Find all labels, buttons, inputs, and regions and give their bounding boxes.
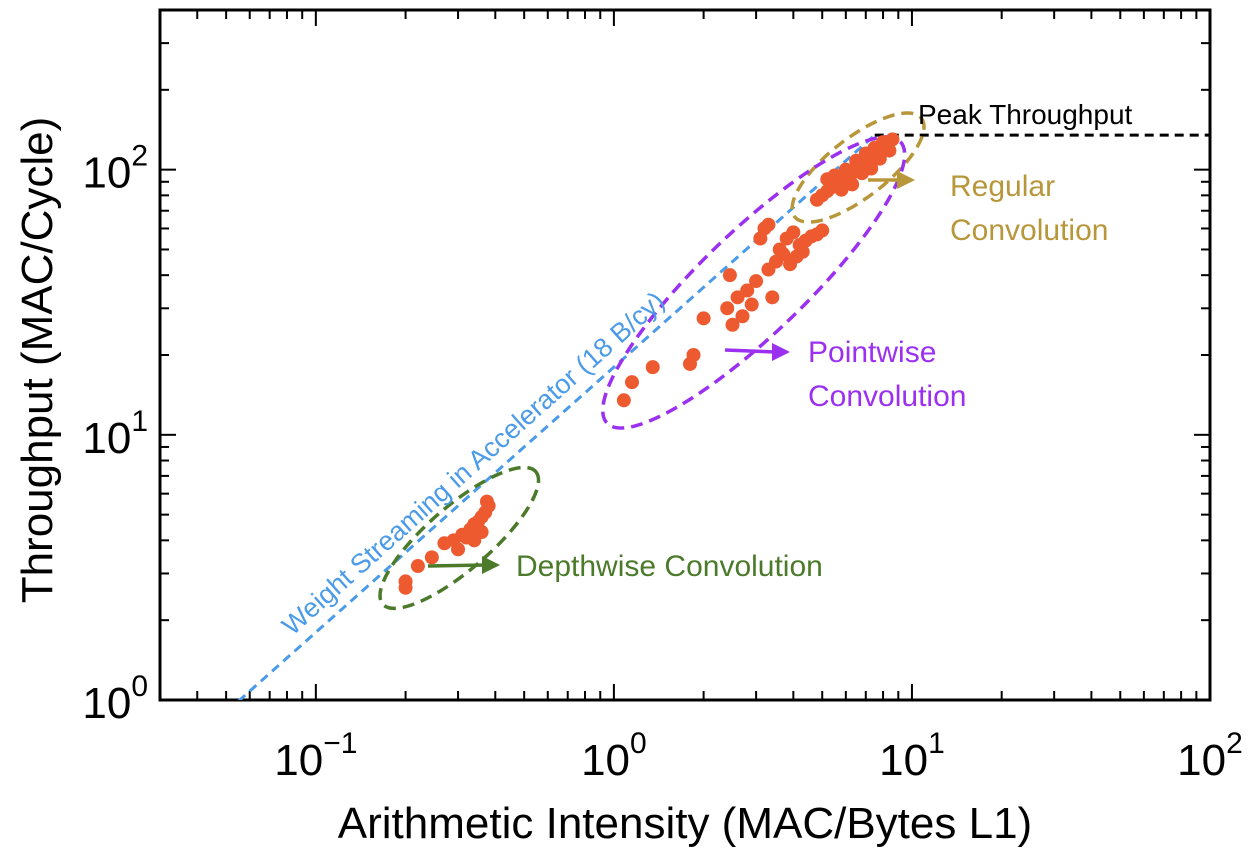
data-point	[410, 559, 425, 574]
data-point	[761, 217, 776, 232]
data-point	[815, 223, 830, 238]
data-point	[624, 375, 639, 390]
x-tick-label: 102	[1177, 727, 1243, 785]
group-labels: Regular Convolution Pointwise Convolution De…	[427, 170, 1108, 583]
x-tick-label: 100	[581, 727, 647, 785]
data-point	[783, 257, 798, 272]
x-axis-label: Arithmetic Intensity (MAC/Bytes L1)	[338, 799, 1032, 848]
data-point	[645, 360, 660, 375]
data-point	[765, 290, 780, 305]
group-arrow-shaft	[724, 348, 777, 354]
group-ellipses	[378, 111, 926, 611]
data-point	[827, 168, 842, 183]
group-label: Convolution	[808, 380, 966, 413]
data-point	[882, 143, 897, 158]
x-tick-label: 101	[879, 727, 945, 785]
y-tick-label: 101	[82, 405, 148, 463]
data-point	[761, 262, 776, 277]
data-point	[474, 525, 489, 540]
axis-ticks: 10−1 100 101 102 100 101 102	[82, 9, 1243, 785]
y-tick-label: 102	[82, 140, 148, 198]
group-ellipse	[790, 111, 926, 224]
data-point	[398, 574, 413, 589]
data-point	[479, 494, 494, 509]
data-point	[451, 542, 466, 557]
data-point	[744, 297, 759, 312]
data-point	[735, 309, 750, 324]
group-arrow-shaft	[427, 563, 487, 568]
data-point	[720, 301, 735, 316]
data-point	[864, 161, 879, 176]
group-label: Regular	[950, 170, 1055, 203]
data-point	[696, 311, 711, 326]
group-label: Pointwise	[808, 336, 936, 369]
plot-frame	[158, 8, 1212, 702]
data-point	[834, 182, 849, 197]
data-point	[872, 151, 887, 166]
data-point	[786, 225, 801, 240]
group-label: Convolution	[950, 214, 1108, 247]
data-point	[740, 283, 755, 298]
y-axis-label: Throughput (MAC/Cycle)	[13, 117, 62, 604]
group-ellipse	[601, 135, 907, 430]
data-point	[776, 247, 791, 262]
group-label: Depthwise Convolution	[516, 550, 823, 583]
data-point	[749, 274, 764, 289]
data-point	[424, 550, 439, 565]
data-point	[838, 162, 853, 177]
data-point	[795, 244, 810, 259]
data-point	[845, 177, 860, 192]
data-point	[686, 348, 701, 362]
data-point	[849, 153, 864, 168]
group-arrow-head	[772, 343, 790, 361]
data-points	[398, 132, 900, 595]
data-point	[725, 317, 740, 332]
group-arrow-head	[482, 556, 500, 574]
peak-throughput-label: Peak Throughput	[918, 99, 1133, 130]
group-arrow-head	[897, 171, 915, 189]
data-point	[616, 393, 631, 408]
y-tick-label: 100	[82, 670, 148, 728]
group-ellipse	[378, 465, 541, 611]
data-point	[722, 268, 737, 283]
x-tick-label: 10−1	[274, 727, 357, 785]
